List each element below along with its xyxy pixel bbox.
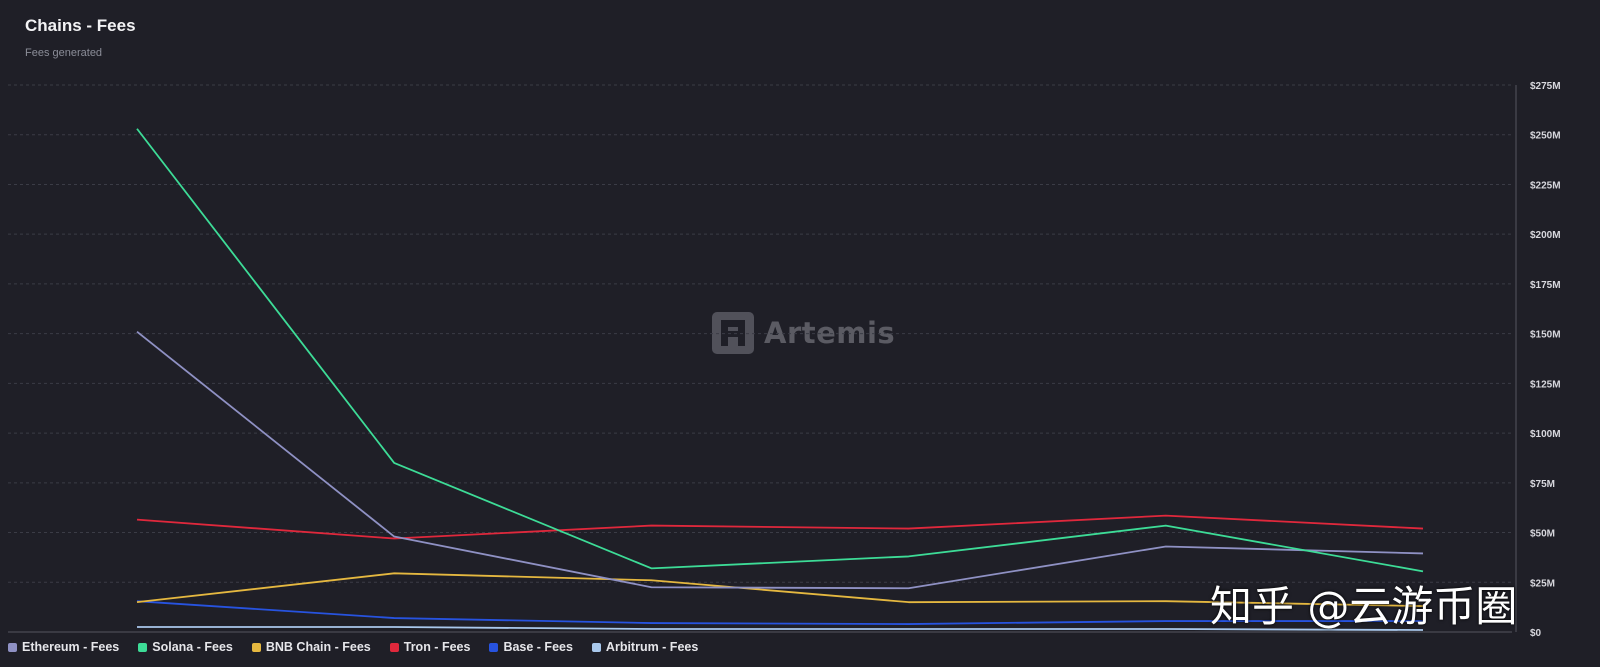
chart-subtitle: Fees generated	[25, 47, 103, 59]
y-tick-label: $225M	[1530, 180, 1561, 191]
legend-swatch	[251, 642, 261, 652]
legend-label: Tron - Fees	[403, 640, 471, 654]
legend-label: Arbitrum - Fees	[605, 640, 699, 654]
legend-label: Ethereum - Fees	[22, 640, 120, 654]
watermark-brand: Artemis	[764, 316, 896, 350]
y-tick-label: $0	[1530, 628, 1542, 639]
legend-label: Base - Fees	[503, 640, 573, 654]
y-tick-label: $50M	[1530, 529, 1555, 540]
series-line-tron	[136, 514, 1424, 540]
series-line-bnb	[136, 572, 1424, 608]
y-tick-label: $275M	[1530, 81, 1561, 92]
legend-swatch	[8, 642, 17, 652]
legend-item[interactable]: Ethereum - Fees	[8, 640, 119, 654]
legend-item[interactable]: Base - Fees	[489, 640, 573, 654]
overlay-watermark-text: 知乎 @云游币圈	[1210, 582, 1518, 631]
legend-item[interactable]: Tron - Fees	[389, 640, 471, 654]
y-tick-label: $25M	[1530, 578, 1555, 589]
y-tick-label: $200M	[1530, 230, 1561, 241]
artemis-watermark: Artemis	[712, 312, 895, 354]
legend: Ethereum - Fees Solana - Fees BNB Chain - …	[8, 640, 717, 654]
y-tick-label: $75M	[1530, 479, 1555, 490]
y-tick-label: $150M	[1530, 330, 1561, 341]
series-line-solana	[136, 128, 1424, 573]
y-tick-label: $125M	[1530, 379, 1561, 390]
legend-label: BNB Chain - Fees	[265, 640, 371, 654]
series-line-ethereum	[136, 330, 1424, 590]
legend-swatch	[138, 642, 148, 652]
y-tick-label: $175M	[1530, 280, 1561, 291]
legend-item[interactable]: BNB Chain - Fees	[251, 640, 371, 654]
legend-swatch	[389, 642, 399, 652]
legend-item[interactable]: Solana - Fees	[138, 640, 233, 654]
y-tick-label: $100M	[1530, 429, 1561, 440]
series-line-base	[136, 600, 1423, 625]
legend-label: Solana - Fees	[152, 640, 233, 654]
legend-item[interactable]: Arbitrum - Fees	[591, 640, 699, 654]
chart-title: Chains - Fees	[25, 16, 136, 35]
y-tick-label: $250M	[1530, 131, 1561, 142]
legend-swatch	[591, 642, 601, 652]
series-line-arbitrum	[137, 626, 1424, 631]
legend-swatch	[489, 642, 499, 652]
artemis-logo-icon	[712, 312, 754, 354]
